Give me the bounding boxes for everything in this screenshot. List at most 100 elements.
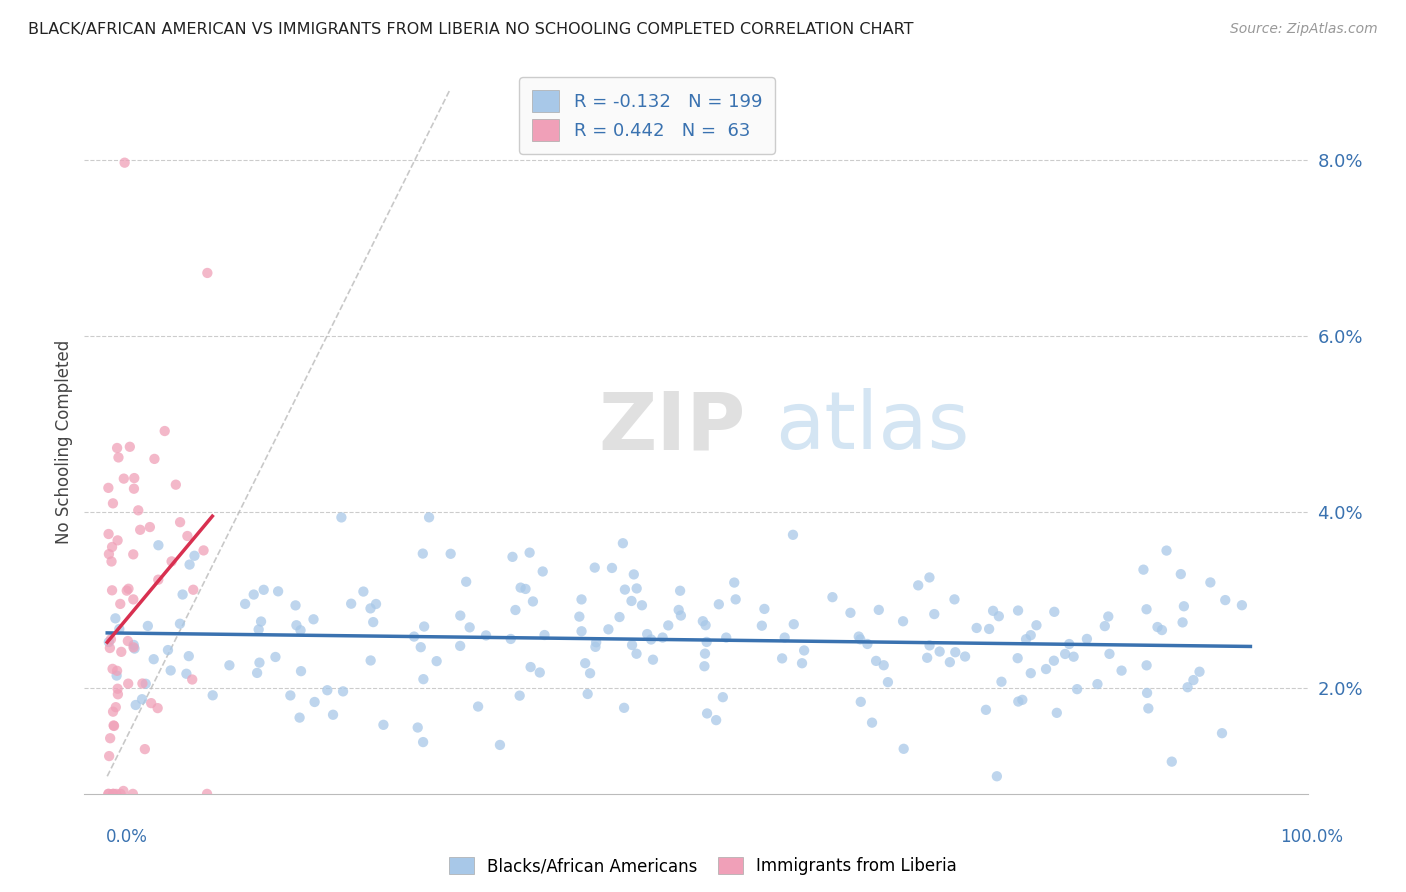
Point	[1057, 637, 1080, 651]
Point	[1015, 632, 1038, 647]
Point	[907, 578, 929, 592]
Point	[169, 515, 191, 529]
Point	[290, 664, 312, 678]
Point	[181, 582, 204, 597]
Point	[974, 703, 997, 717]
Point	[1132, 563, 1154, 577]
Point	[332, 684, 354, 698]
Point	[458, 620, 481, 634]
Point	[107, 533, 129, 548]
Point	[579, 666, 602, 681]
Point	[101, 787, 124, 801]
Point	[574, 657, 596, 671]
Point	[1136, 686, 1159, 700]
Point	[440, 547, 463, 561]
Text: 0.0%: 0.0%	[105, 828, 148, 846]
Point	[505, 603, 527, 617]
Point	[695, 618, 717, 632]
Point	[848, 630, 870, 644]
Point	[918, 639, 941, 653]
Point	[1011, 693, 1033, 707]
Point	[860, 715, 883, 730]
Point	[783, 617, 806, 632]
Point	[571, 592, 593, 607]
Point	[195, 266, 218, 280]
Point	[585, 635, 607, 649]
Point	[657, 618, 679, 632]
Point	[821, 590, 844, 604]
Point	[131, 692, 153, 706]
Y-axis label: No Schooling Completed: No Schooling Completed	[55, 340, 73, 543]
Point	[1173, 599, 1195, 614]
Point	[290, 624, 312, 638]
Point	[529, 665, 551, 680]
Point	[612, 536, 634, 550]
Point	[509, 689, 531, 703]
Point	[100, 632, 122, 647]
Point	[250, 615, 273, 629]
Point	[1146, 620, 1168, 634]
Point	[125, 698, 148, 712]
Point	[502, 549, 524, 564]
Point	[1066, 682, 1088, 697]
Point	[751, 618, 773, 632]
Point	[990, 674, 1012, 689]
Point	[117, 582, 139, 596]
Point	[233, 597, 256, 611]
Point	[322, 707, 344, 722]
Point	[467, 699, 489, 714]
Point	[1007, 694, 1029, 708]
Point	[724, 592, 747, 607]
Point	[426, 654, 449, 668]
Point	[146, 701, 169, 715]
Point	[877, 675, 900, 690]
Point	[1025, 618, 1047, 632]
Point	[598, 623, 620, 637]
Point	[105, 664, 128, 678]
Point	[280, 689, 302, 703]
Point	[754, 602, 776, 616]
Point	[139, 520, 162, 534]
Point	[112, 472, 135, 486]
Point	[568, 609, 591, 624]
Point	[711, 690, 734, 705]
Point	[110, 645, 132, 659]
Point	[1137, 701, 1160, 715]
Point	[1098, 647, 1121, 661]
Point	[97, 635, 120, 649]
Text: 100.0%: 100.0%	[1279, 828, 1343, 846]
Point	[124, 641, 146, 656]
Point	[101, 540, 124, 554]
Point	[172, 587, 194, 601]
Point	[873, 658, 896, 673]
Point	[409, 640, 432, 655]
Point	[620, 594, 643, 608]
Point	[143, 451, 166, 466]
Point	[364, 597, 387, 611]
Point	[509, 581, 531, 595]
Point	[522, 594, 544, 608]
Point	[249, 656, 271, 670]
Point	[1135, 602, 1157, 616]
Point	[1019, 666, 1042, 681]
Point	[856, 637, 879, 651]
Point	[360, 601, 382, 615]
Point	[107, 681, 129, 696]
Point	[609, 610, 631, 624]
Point	[918, 570, 941, 584]
Point	[98, 731, 121, 746]
Point	[1160, 755, 1182, 769]
Point	[668, 603, 690, 617]
Point	[267, 584, 290, 599]
Point	[142, 652, 165, 666]
Point	[97, 527, 120, 541]
Point	[692, 614, 714, 628]
Point	[218, 658, 240, 673]
Point	[981, 604, 1004, 618]
Point	[104, 611, 127, 625]
Point	[641, 653, 664, 667]
Text: ZIP: ZIP	[598, 388, 745, 467]
Point	[943, 592, 966, 607]
Point	[117, 634, 139, 648]
Point	[107, 450, 129, 465]
